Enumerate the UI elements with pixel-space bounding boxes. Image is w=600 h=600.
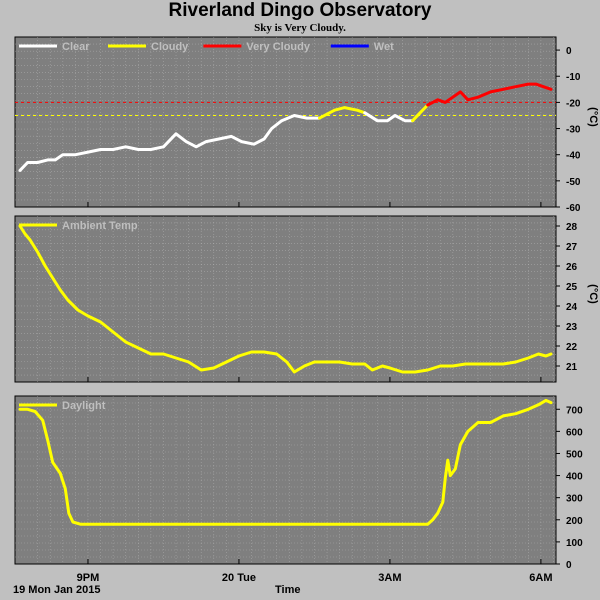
y-tick-label: 100	[566, 538, 583, 549]
y-tick-label: 400	[566, 472, 583, 483]
x-tick-label: 6AM	[529, 572, 552, 584]
series-line-clear	[363, 111, 415, 123]
y-tick-label: 24	[566, 302, 578, 313]
chart-title: Riverland Dingo Observatory	[168, 0, 432, 21]
y-tick-label: -40	[566, 151, 581, 162]
y-tick-label: 700	[566, 405, 583, 416]
date-label: 19 Mon Jan 2015	[13, 584, 101, 596]
y-tick-label: -30	[566, 125, 581, 136]
y-tick-label: 22	[566, 342, 578, 353]
y-tick-label: 300	[566, 494, 583, 505]
x-tick-label: 9PM	[77, 572, 100, 584]
y-tick-label: 0	[566, 560, 572, 571]
series-line-ambient-temp	[18, 224, 553, 374]
legend-label: Clear	[62, 41, 90, 53]
y-tick-label: 500	[566, 449, 583, 460]
y-tick-label: -60	[566, 203, 581, 214]
series-line-daylight	[18, 398, 553, 526]
series-line-cloudy	[411, 103, 430, 123]
y-axis-label: (°C)	[587, 284, 599, 304]
y-tick-label: 0	[566, 46, 572, 57]
x-axis-title: Time	[275, 584, 301, 596]
series-line-very-cloudy	[426, 82, 553, 107]
legend-label: Ambient Temp	[62, 220, 138, 232]
y-tick-label: -10	[566, 72, 581, 83]
legend-label: Cloudy	[151, 41, 189, 53]
y-tick-label: 25	[566, 282, 578, 293]
y-tick-label: -50	[566, 177, 581, 188]
legend-label: Wet	[374, 41, 394, 53]
series-line-clear	[18, 114, 321, 172]
y-tick-label: -20	[566, 98, 581, 109]
y-axis-label: (°C)	[587, 107, 599, 127]
legend-label: Very Cloudy	[246, 41, 310, 53]
y-tick-label: 28	[566, 222, 578, 233]
y-tick-label: 23	[566, 322, 578, 333]
y-tick-label: 26	[566, 262, 578, 273]
y-tick-label: 200	[566, 516, 583, 527]
sky-status: Sky is Very Cloudy.	[254, 22, 346, 34]
y-tick-label: 600	[566, 427, 583, 438]
x-tick-label: 3AM	[378, 572, 401, 584]
y-tick-label: 27	[566, 242, 578, 253]
legend-label: Daylight	[62, 400, 106, 412]
series-line-cloudy	[318, 106, 367, 120]
y-tick-label: 21	[566, 362, 578, 373]
x-tick-label: 20 Tue	[222, 572, 256, 584]
